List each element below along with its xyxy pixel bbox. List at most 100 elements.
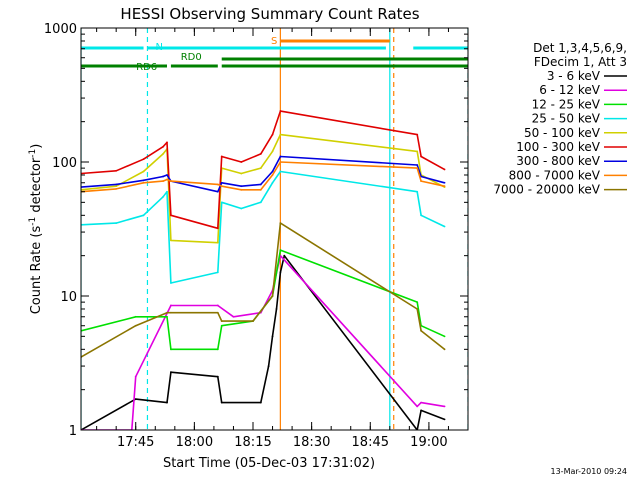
data-point-25-50-kev-8 bbox=[240, 207, 243, 210]
data-point-100-300-kev-3 bbox=[162, 145, 164, 148]
data-point-25-50-kev-6 bbox=[216, 271, 219, 274]
data-point-6-12-kev-11 bbox=[443, 405, 446, 408]
flag-labels: N RD0 RD6 S bbox=[136, 36, 277, 73]
data-point-100-300-kev-8 bbox=[240, 161, 243, 163]
data-point-25-50-kev-7 bbox=[220, 201, 223, 204]
data-point-12-25-kev-8 bbox=[279, 249, 282, 252]
legend-label-6-12-kev: 6 - 12 keV bbox=[539, 83, 601, 97]
data-point-800-7000-kev-4 bbox=[166, 178, 168, 181]
data-point-12-25-kev-3 bbox=[170, 348, 172, 351]
data-point-25-50-kev-11 bbox=[279, 170, 282, 173]
legend-label-12-25-kev: 12 - 25 keV bbox=[532, 97, 601, 111]
data-point-3-6-kev-14 bbox=[443, 418, 446, 421]
plot-frame bbox=[80, 27, 469, 431]
data-point-300-800-kev-3 bbox=[162, 175, 164, 178]
data-point-7000-20000-kev-1 bbox=[134, 324, 137, 327]
data-point-12-25-kev-9 bbox=[416, 301, 419, 304]
data-point-7000-20000-kev-8 bbox=[279, 222, 282, 224]
data-point-12-25-kev-11 bbox=[443, 335, 446, 338]
data-point-800-7000-kev-2 bbox=[142, 181, 145, 184]
data-point-12-25-kev-2 bbox=[166, 315, 168, 318]
data-point-300-800-kev-10 bbox=[271, 170, 274, 173]
data-point-25-50-kev-14 bbox=[443, 225, 446, 228]
x-tick-label-18-45: 18:45 bbox=[352, 435, 389, 450]
marker-lines bbox=[81, 28, 468, 430]
data-point-100-300-kev-6 bbox=[216, 227, 219, 230]
data-point-3-6-kev-1 bbox=[134, 398, 137, 401]
legend: Det 1,3,4,5,6,9, FDecim 1, Att 3 3 - 6 k… bbox=[493, 41, 627, 197]
legend-label-3-6-kev: 3 - 6 keV bbox=[547, 69, 601, 83]
data-point-100-300-kev-13 bbox=[420, 155, 422, 158]
data-point-25-50-kev-13 bbox=[420, 214, 422, 217]
y-tick-label-1: 1 bbox=[69, 424, 77, 439]
y-axis-label-end: ) bbox=[29, 144, 44, 149]
data-point-25-50-kev-3 bbox=[162, 195, 164, 198]
data-point-3-6-kev-6 bbox=[259, 401, 262, 404]
data-point-6-12-kev-5 bbox=[232, 315, 235, 318]
data-point-3-6-kev-11 bbox=[283, 254, 286, 257]
axis-ticks: 17:45 18:00 18:15 18:30 18:45 19:00 1 10 100 1000 bbox=[44, 22, 469, 450]
y-axis-label: Count Rate (s-1 detector-1) bbox=[28, 144, 44, 315]
data-point-50-100-kev-1 bbox=[115, 185, 118, 188]
data-point-3-6-kev-8 bbox=[271, 335, 274, 338]
data-point-800-7000-kev-5 bbox=[170, 180, 172, 183]
data-point-300-800-kev-9 bbox=[259, 183, 262, 186]
series-line-12-25-kev bbox=[81, 249, 445, 351]
data-point-800-7000-kev-14 bbox=[443, 185, 446, 188]
data-point-6-12-kev-4 bbox=[216, 304, 219, 307]
data-point-25-50-kev-4 bbox=[166, 190, 168, 193]
y-tick-label-10: 10 bbox=[60, 290, 77, 305]
legend-label-100-300-kev: 100 - 300 keV bbox=[516, 140, 600, 154]
data-point-100-300-kev-2 bbox=[142, 158, 145, 161]
data-point-25-50-kev-5 bbox=[170, 282, 172, 284]
data-point-300-800-kev-8 bbox=[240, 185, 243, 188]
data-point-3-6-kev-10 bbox=[279, 271, 282, 274]
data-point-800-7000-kev-11 bbox=[279, 161, 282, 163]
data-point-3-6-kev-5 bbox=[220, 401, 223, 404]
data-point-25-50-kev-10 bbox=[271, 181, 274, 184]
data-point-100-300-kev-10 bbox=[271, 133, 274, 136]
data-point-100-300-kev-7 bbox=[220, 155, 223, 158]
flag-label-rd0: RD0 bbox=[181, 52, 202, 63]
data-point-7000-20000-kev-2 bbox=[166, 311, 168, 314]
data-point-100-300-kev-5 bbox=[170, 214, 172, 217]
data-point-100-300-kev-14 bbox=[443, 168, 446, 171]
legend-header-line-1: Det 1,3,4,5,6,9, bbox=[533, 41, 627, 55]
data-point-25-50-kev-2 bbox=[142, 214, 145, 217]
series-line-7000-20000-kev bbox=[81, 222, 445, 358]
data-point-100-300-kev-4 bbox=[166, 141, 168, 144]
data-point-300-800-kev-7 bbox=[220, 181, 223, 184]
y-tick-label-100: 100 bbox=[52, 156, 77, 171]
data-point-3-6-kev-2 bbox=[166, 401, 168, 404]
data-point-25-50-kev-9 bbox=[259, 201, 262, 204]
data-point-50-100-kev-5 bbox=[170, 239, 172, 242]
data-point-50-100-kev-9 bbox=[259, 167, 262, 170]
y-axis-label-mid: detector bbox=[29, 157, 44, 217]
data-point-3-6-kev-4 bbox=[216, 375, 219, 378]
data-point-50-100-kev-12 bbox=[416, 150, 419, 153]
data-point-6-12-kev-10 bbox=[420, 401, 422, 404]
data-point-800-7000-kev-10 bbox=[271, 174, 274, 176]
data-point-7000-20000-kev-10 bbox=[420, 329, 422, 332]
data-point-300-800-kev-12 bbox=[416, 164, 419, 166]
x-tick-label-18-00: 18:00 bbox=[176, 435, 213, 450]
data-point-7000-20000-kev-5 bbox=[220, 320, 223, 322]
data-point-100-300-kev-1 bbox=[115, 169, 118, 172]
data-point-300-800-kev-11 bbox=[279, 155, 282, 158]
data-point-7000-20000-kev-3 bbox=[170, 311, 172, 314]
flag-label-s: S bbox=[271, 36, 277, 47]
y-tick-label-1000: 1000 bbox=[44, 22, 77, 37]
legend-label-50-100-kev: 50 - 100 keV bbox=[524, 126, 601, 140]
data-point-100-300-kev-11 bbox=[279, 110, 282, 112]
data-point-50-100-kev-6 bbox=[216, 241, 219, 244]
data-point-6-12-kev-2 bbox=[134, 375, 137, 378]
data-point-7000-20000-kev-6 bbox=[252, 320, 254, 322]
flag-label-n: N bbox=[155, 42, 162, 53]
data-point-50-100-kev-11 bbox=[279, 133, 282, 136]
data-point-25-50-kev-1 bbox=[115, 222, 118, 224]
data-point-800-7000-kev-3 bbox=[162, 180, 164, 183]
data-point-7000-20000-kev-11 bbox=[443, 348, 446, 351]
data-point-50-100-kev-10 bbox=[271, 150, 274, 153]
